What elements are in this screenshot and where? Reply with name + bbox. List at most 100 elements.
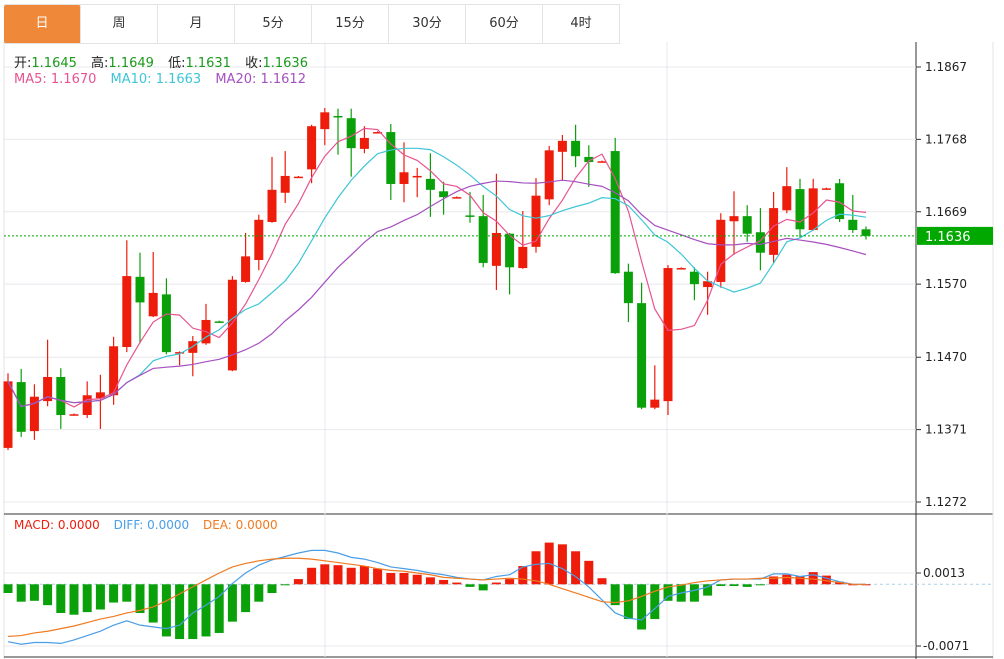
candle — [148, 251, 158, 318]
macd-tick-label: 0.0013 — [923, 566, 965, 580]
candle — [307, 124, 317, 184]
candle-body — [82, 395, 92, 415]
candle — [861, 226, 871, 240]
tab-60min[interactable]: 60分 — [466, 5, 543, 43]
macd-bar — [201, 584, 211, 637]
candle-body — [769, 208, 779, 255]
macd-bar — [531, 551, 541, 585]
candle-body — [148, 292, 158, 317]
ma-legend: MA5: 1.1670 MA10: 1.1663 MA20: 1.1612 — [14, 72, 316, 87]
open-value: 1.1645 — [31, 56, 77, 71]
candle — [689, 267, 699, 301]
candle-body — [161, 294, 171, 353]
tab-15min[interactable]: 15分 — [312, 5, 389, 43]
candle-body — [412, 175, 422, 178]
candle — [293, 175, 303, 179]
candle — [95, 374, 105, 429]
candle-body — [531, 195, 541, 247]
dea-value: DEA: 0.0000 — [202, 518, 278, 532]
tab-4hour[interactable]: 4时 — [543, 5, 620, 43]
candle — [491, 173, 501, 290]
candle — [16, 368, 26, 437]
ma20-legend: MA20: 1.1612 — [215, 72, 306, 87]
candle-body — [584, 156, 594, 163]
candle — [637, 282, 647, 410]
candle — [610, 137, 620, 274]
macd-bar — [56, 584, 66, 613]
candle-body — [307, 126, 317, 170]
candle-body — [175, 352, 185, 354]
macd-bar — [769, 576, 779, 585]
macd-legend: MACD: 0.0000 DIFF: 0.0000 DEA: 0.0000 — [14, 518, 288, 532]
tab-5min[interactable]: 5分 — [235, 5, 312, 43]
candle-body — [663, 268, 673, 402]
period-tabs: 日 周 月 5分 15分 30分 60分 4时 — [4, 4, 620, 44]
y-tick-label: 1.1371 — [925, 423, 967, 437]
candle — [557, 134, 567, 182]
candle-body — [571, 140, 581, 157]
y-tick-label: 1.1470 — [925, 350, 967, 364]
candle — [544, 145, 554, 206]
macd-bar — [663, 584, 673, 601]
candle-body — [69, 414, 79, 416]
candle — [188, 336, 198, 377]
tab-week[interactable]: 周 — [81, 5, 158, 43]
macd-bar — [148, 584, 158, 623]
close-value: 1.1636 — [262, 56, 308, 71]
tab-30min[interactable]: 30分 — [389, 5, 466, 43]
macd-bar — [188, 584, 198, 640]
high-value: 1.1649 — [108, 56, 154, 71]
ma10-legend: MA10: 1.1663 — [110, 72, 202, 87]
candle — [584, 145, 594, 187]
macd-bar — [755, 584, 765, 586]
candle-body — [373, 132, 383, 134]
candle — [650, 365, 660, 410]
candle — [478, 194, 488, 268]
macd-bar — [293, 579, 303, 585]
candle — [782, 167, 792, 214]
candle — [386, 124, 396, 201]
candle-body — [135, 276, 145, 303]
candle-body — [742, 216, 752, 234]
macd-bar — [175, 584, 185, 640]
candle — [267, 156, 277, 223]
tab-month[interactable]: 月 — [158, 5, 235, 43]
macd-bar — [241, 584, 251, 613]
candle — [808, 178, 818, 231]
candle-body — [557, 140, 567, 152]
candle-body — [122, 276, 132, 348]
macd-bar — [43, 584, 53, 606]
diff-value: DIFF: 0.0000 — [113, 518, 190, 532]
candle-body — [333, 115, 343, 118]
candle-body — [56, 376, 66, 415]
y-tick-label: 1.1272 — [925, 495, 967, 509]
macd-bar — [452, 582, 462, 585]
ma5-line — [7, 127, 867, 408]
macd-bar — [227, 584, 237, 622]
candle-body — [227, 279, 237, 371]
macd-bar — [214, 584, 224, 633]
candle-body — [439, 191, 449, 198]
candle-body — [795, 189, 805, 230]
candle-body — [808, 188, 818, 231]
macd-bar — [267, 584, 277, 593]
macd-bar — [623, 584, 633, 620]
macd-bar — [597, 578, 607, 585]
macd-bar — [320, 564, 330, 585]
candle-body — [267, 189, 277, 222]
macd-value: MACD: 0.0000 — [14, 518, 100, 532]
candle-body — [755, 232, 765, 253]
candle-body — [359, 137, 369, 149]
candle-body — [716, 219, 726, 282]
macd-bar — [3, 584, 13, 593]
tab-day[interactable]: 日 — [4, 5, 81, 43]
candle — [821, 187, 831, 190]
macd-bar — [439, 579, 449, 585]
candle — [69, 413, 79, 416]
macd-bar — [69, 584, 79, 615]
dea-line — [7, 557, 866, 638]
candle-body — [782, 186, 792, 211]
candle — [135, 252, 145, 344]
candle-body — [478, 216, 488, 263]
